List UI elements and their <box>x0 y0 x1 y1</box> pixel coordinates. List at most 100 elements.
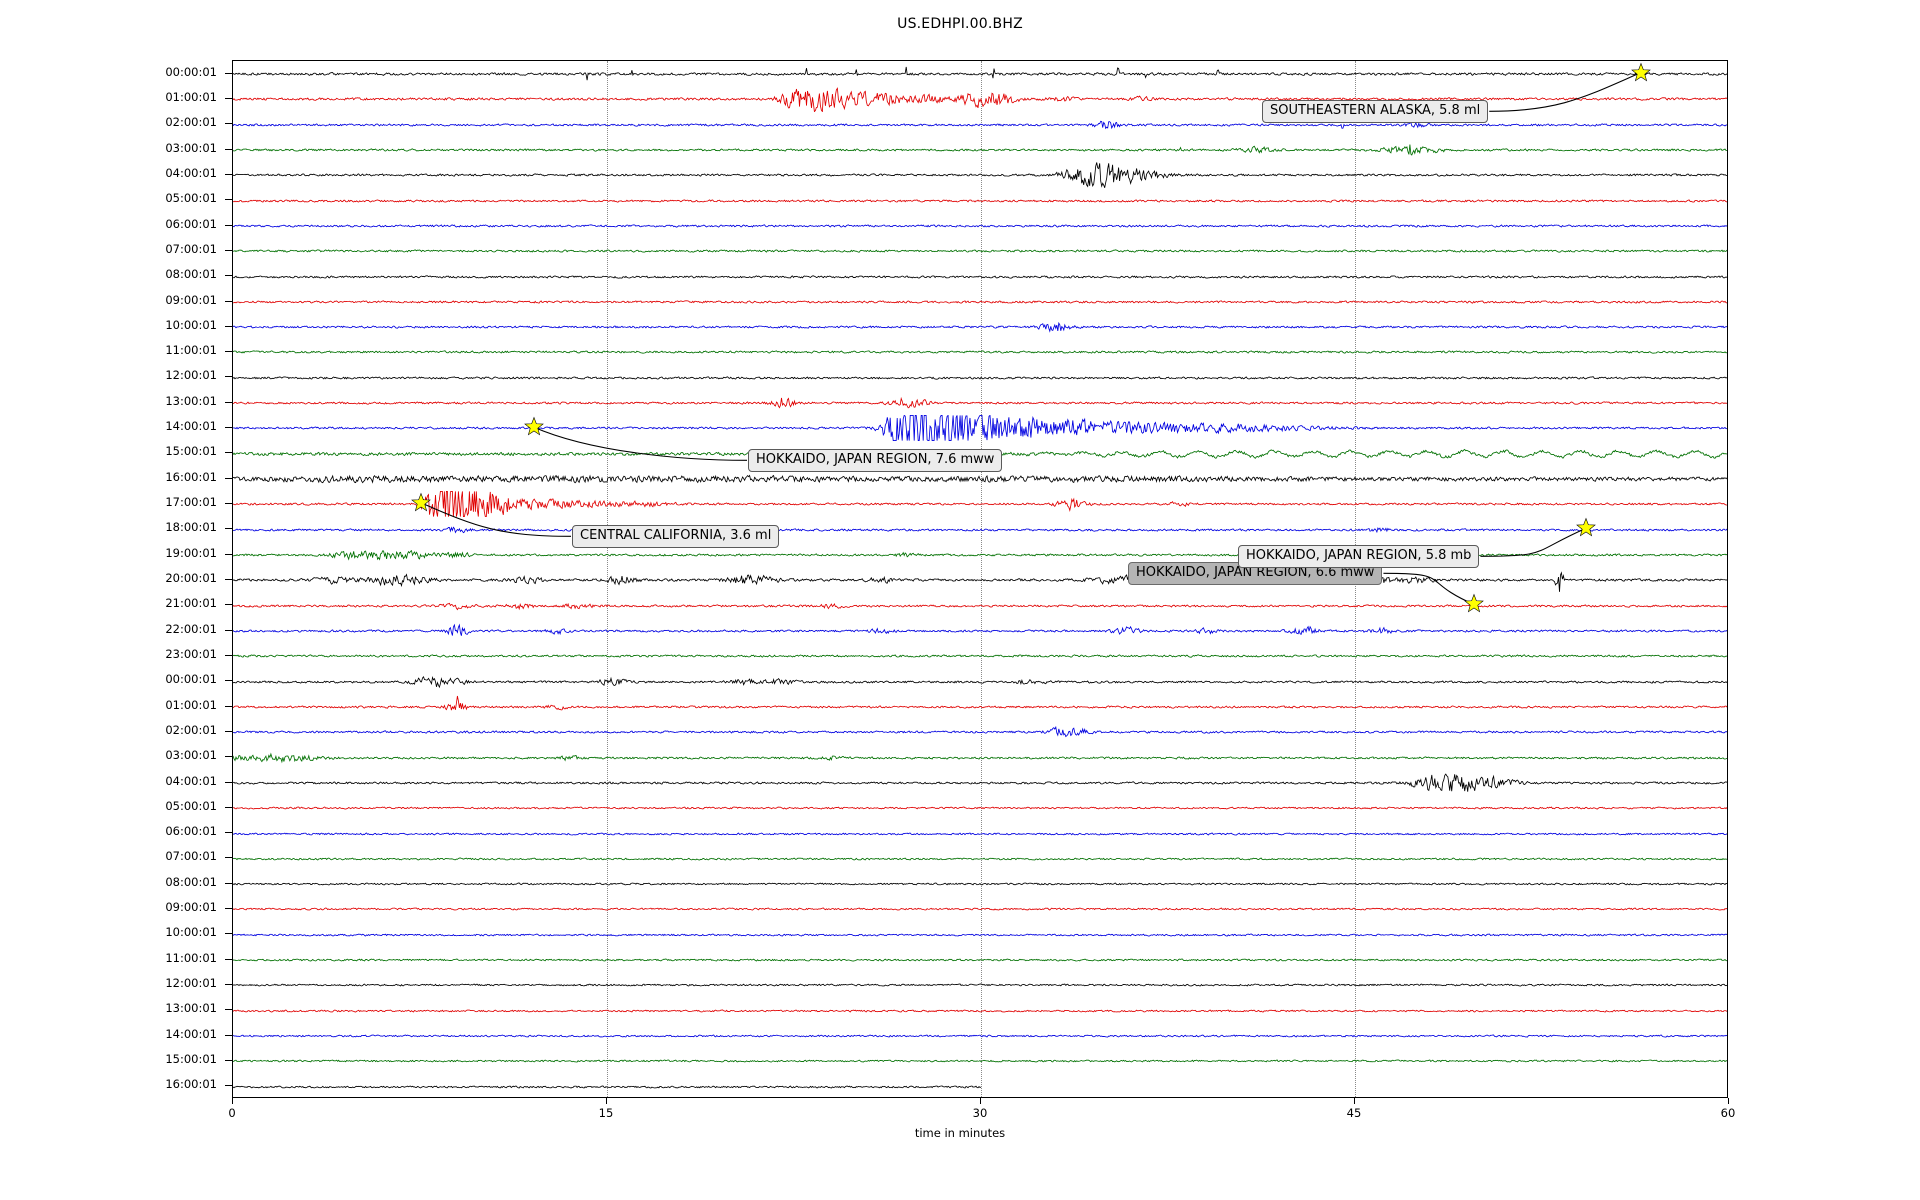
trace-line <box>233 376 1727 380</box>
y-axis-tick-label: 00:00:01 <box>165 672 217 687</box>
trace-row <box>233 922 1727 948</box>
trace-line <box>233 958 1727 962</box>
y-axis-tick-mark <box>225 680 232 682</box>
trace-row <box>233 365 1727 391</box>
trace-line <box>233 66 1727 81</box>
trace-row <box>233 86 1727 113</box>
trace-row <box>233 466 1727 492</box>
trace-row <box>233 162 1727 189</box>
y-axis-tick-label: 22:00:01 <box>165 621 217 636</box>
y-axis-tick-label: 06:00:01 <box>165 824 217 839</box>
y-axis-tick-label: 20:00:01 <box>165 571 217 585</box>
y-axis-tick-label: 07:00:01 <box>165 849 217 864</box>
trace-line <box>233 396 1727 409</box>
y-axis-tick-label: 16:00:01 <box>165 1077 217 1092</box>
x-axis-tick-mark <box>232 1098 233 1104</box>
x-axis-label: time in minutes <box>914 1126 1006 1140</box>
trace-line <box>233 526 1727 534</box>
trace-row <box>233 112 1727 138</box>
x-axis-tick-mark <box>1354 1098 1355 1104</box>
y-axis-tick-mark <box>225 528 232 530</box>
event-annotation-label[interactable]: HOKKAIDO, JAPAN REGION, 6.6 mww <box>1128 562 1383 585</box>
trace-line <box>233 224 1727 228</box>
y-axis-tick-label: 02:00:01 <box>165 722 217 737</box>
trace-row <box>233 1023 1727 1049</box>
trace-row <box>233 669 1727 695</box>
trace-line <box>233 415 1727 442</box>
y-axis-tick-mark <box>225 275 232 277</box>
trace-line <box>233 474 1727 484</box>
trace-line <box>233 120 1727 129</box>
y-axis-tick-mark <box>225 882 232 884</box>
trace-row <box>233 517 1727 543</box>
trace-row <box>233 998 1727 1024</box>
event-annotation-label[interactable]: SOUTHEASTERN ALASKA, 5.8 ml <box>1262 100 1489 123</box>
trace-line <box>233 695 1727 711</box>
y-axis-tick-mark <box>225 148 232 150</box>
y-axis-tick-label: 05:00:01 <box>165 191 217 206</box>
y-axis-tick-mark <box>225 224 232 226</box>
trace-row <box>233 542 1727 568</box>
y-axis-tick-label: 02:00:01 <box>165 115 217 130</box>
trace-row <box>233 314 1727 340</box>
x-axis-tick-label: 30 <box>972 1106 988 1120</box>
y-axis-tick-mark <box>225 97 232 99</box>
y-axis-tick-label: 15:00:01 <box>165 1052 217 1067</box>
event-star-marker <box>1576 518 1596 537</box>
y-axis-tick-label: 18:00:01 <box>165 520 217 535</box>
y-axis-tick-label: 15:00:01 <box>165 444 217 459</box>
y-axis-tick-label: 05:00:01 <box>165 798 217 813</box>
y-axis-tick-label: 16:00:01 <box>165 469 217 484</box>
y-axis-tick-label: 14:00:01 <box>165 1026 217 1041</box>
y-axis-tick-mark <box>225 756 232 758</box>
y-axis-tick-mark <box>225 249 232 251</box>
y-axis-tick-label: 13:00:01 <box>165 1001 217 1016</box>
y-axis-tick-label: 23:00:01 <box>165 646 217 661</box>
gridline-30min <box>981 61 982 1097</box>
trace-line <box>233 162 1727 189</box>
event-annotation-label[interactable]: HOKKAIDO, JAPAN REGION, 7.6 mww <box>748 449 1003 472</box>
trace-line <box>233 806 1727 810</box>
y-axis-tick-label: 13:00:01 <box>165 393 217 408</box>
event-annotation-label[interactable]: CENTRAL CALIFORNIA, 3.6 ml <box>572 525 780 548</box>
y-axis-tick-label: 08:00:01 <box>165 874 217 889</box>
trace-line <box>233 752 1727 763</box>
trace-row <box>233 1074 1727 1097</box>
y-axis-tick-label: 07:00:01 <box>165 241 217 256</box>
event-star-marker <box>1630 62 1651 82</box>
trace-line <box>233 550 1727 561</box>
trace-line <box>233 322 1727 333</box>
trace-line <box>233 983 1727 987</box>
y-axis-tick-label: 11:00:01 <box>165 950 217 965</box>
y-axis-tick-label: 04:00:01 <box>165 165 217 180</box>
gridline-15min <box>607 61 608 1097</box>
y-axis-tick-mark <box>225 781 232 783</box>
y-axis-tick-mark <box>225 604 232 606</box>
trace-row <box>233 415 1727 442</box>
y-axis-tick-label: 00:00:01 <box>165 64 217 79</box>
trace-row <box>233 745 1727 771</box>
trace-line <box>233 675 1727 688</box>
y-axis-tick-mark <box>225 705 232 707</box>
trace-row <box>233 694 1727 720</box>
y-axis-tick-mark <box>225 452 232 454</box>
y-axis-tick-label: 11:00:01 <box>165 343 217 358</box>
y-axis-tick-mark <box>225 908 232 910</box>
x-axis-tick-label: 0 <box>228 1106 236 1120</box>
trace-row <box>233 821 1727 847</box>
trace-line <box>233 300 1727 304</box>
y-axis-tick-mark <box>225 173 232 175</box>
trace-line <box>233 726 1727 738</box>
trace-line <box>233 571 1727 593</box>
y-axis-tick-mark <box>225 933 232 935</box>
y-axis-tick-mark <box>225 806 232 808</box>
page-title: US.EDHPI.00.BHZ <box>897 16 1023 32</box>
trace-row <box>233 770 1727 796</box>
trace-line <box>233 1034 1727 1038</box>
y-axis-tick-mark <box>225 832 232 834</box>
trace-line <box>233 144 1727 156</box>
y-axis-tick-mark <box>225 503 232 505</box>
event-annotation-label[interactable]: HOKKAIDO, JAPAN REGION, 5.8 mb <box>1238 545 1480 568</box>
y-axis-tick-mark <box>225 958 232 960</box>
trace-row <box>233 846 1727 872</box>
